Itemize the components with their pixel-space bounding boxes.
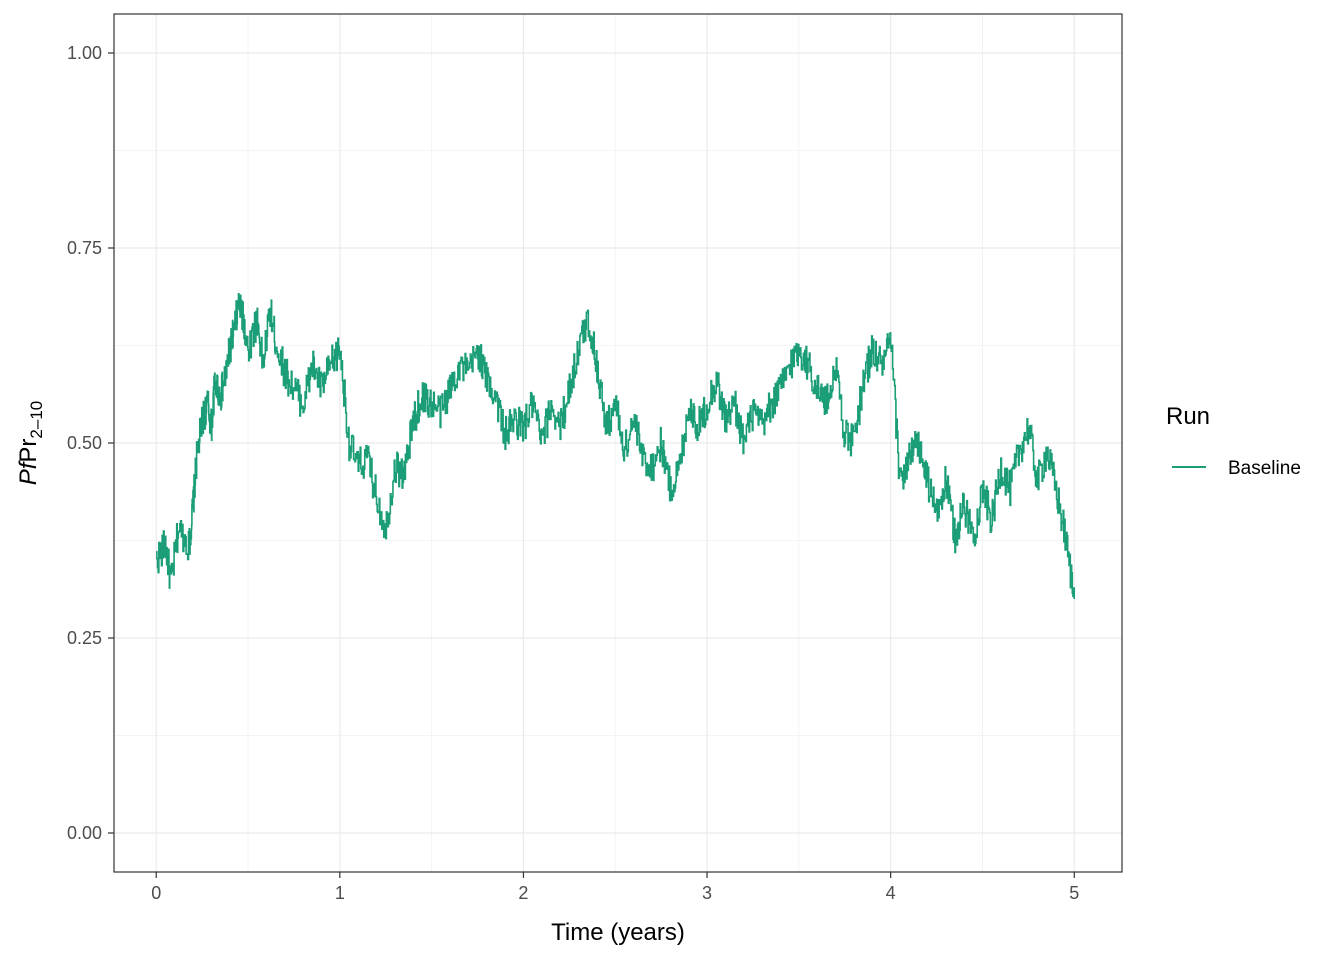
grid-major bbox=[114, 14, 1122, 872]
series-line-baseline bbox=[156, 292, 1076, 599]
x-ticks: 0 1 2 3 4 5 bbox=[151, 872, 1079, 903]
y-axis-title: PfPr2–10 bbox=[15, 401, 46, 486]
y-tick-label: 1.00 bbox=[67, 43, 102, 63]
y-tick-label: 0.00 bbox=[67, 823, 102, 843]
y-tick-label: 0.25 bbox=[67, 628, 102, 648]
y-tick-label: 0.75 bbox=[67, 238, 102, 258]
x-tick-label: 5 bbox=[1069, 883, 1079, 903]
x-tick-label: 4 bbox=[886, 883, 896, 903]
legend-label-baseline: Baseline bbox=[1228, 458, 1301, 479]
y-axis-title-subscript: 2–10 bbox=[27, 401, 46, 439]
y-axis-title-italic: Pf bbox=[15, 460, 42, 485]
x-tick-label: 3 bbox=[702, 883, 712, 903]
y-axis-title-main: Pr bbox=[15, 439, 42, 463]
y-ticks: 0.00 0.25 0.50 0.75 1.00 bbox=[67, 43, 114, 843]
x-tick-label: 0 bbox=[151, 883, 161, 903]
series-layer bbox=[156, 292, 1076, 599]
legend: Run Baseline bbox=[1166, 403, 1301, 479]
x-tick-label: 2 bbox=[518, 883, 528, 903]
legend-title: Run bbox=[1166, 403, 1210, 430]
y-tick-label: 0.50 bbox=[67, 433, 102, 453]
x-axis-title: Time (years) bbox=[551, 919, 685, 946]
x-tick-label: 1 bbox=[335, 883, 345, 903]
